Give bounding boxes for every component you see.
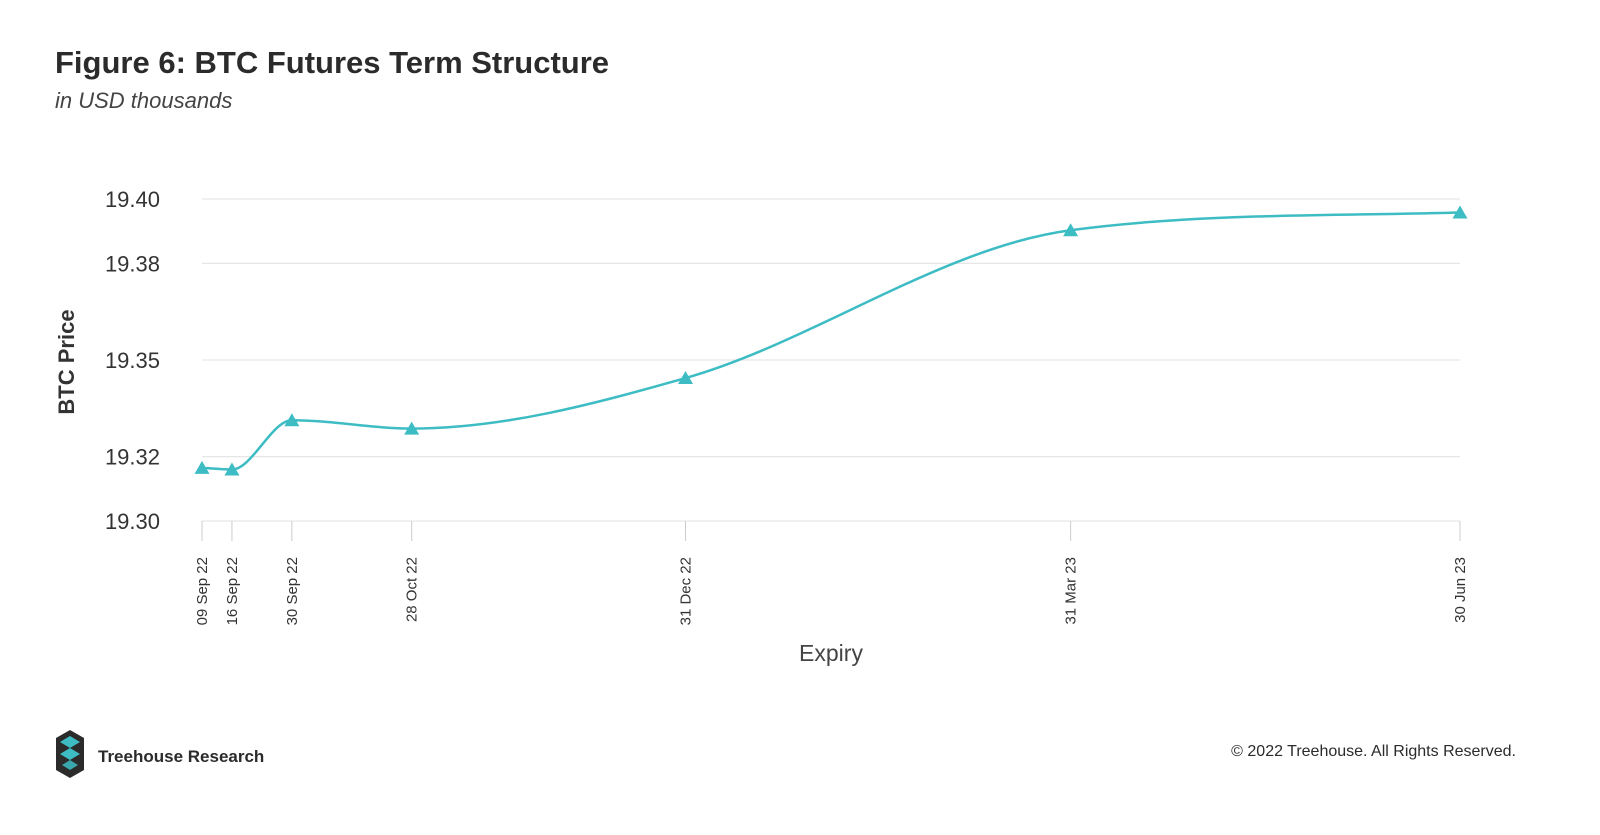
- chart-title: Figure 6: BTC Futures Term Structure: [55, 45, 610, 80]
- data-point-marker: [678, 371, 694, 385]
- treehouse-logo-icon: [54, 728, 86, 785]
- data-point-marker: [1063, 223, 1079, 237]
- x-tick-label: 16 Sep 22: [224, 557, 241, 625]
- x-tick-label: 30 Jun 23: [1452, 557, 1469, 623]
- data-point-marker: [224, 462, 240, 476]
- x-axis-ticks: 09 Sep 22 16 Sep 22 30 Sep 22 28 Oct 22 31 D…: [194, 521, 1469, 625]
- y-tick-label: 19.40: [105, 187, 160, 212]
- brand: Treehouse Research: [54, 728, 264, 785]
- y-tick-label: 19.30: [105, 509, 160, 534]
- data-point-marker: [194, 460, 210, 474]
- data-point-marker: [404, 421, 420, 435]
- y-tick-label: 19.35: [105, 348, 160, 373]
- y-tick-label: 19.38: [105, 251, 160, 276]
- grid-lines: [202, 198, 1460, 522]
- brand-name: Treehouse Research: [98, 746, 265, 766]
- data-point-marker: [1452, 205, 1468, 219]
- x-tick-label: 31 Mar 23: [1063, 557, 1080, 625]
- x-tick-label: 30 Sep 22: [284, 557, 301, 625]
- x-tick-label: 28 Oct 22: [404, 557, 421, 622]
- x-tick-label: 31 Dec 22: [678, 557, 695, 625]
- series-line: [200, 211, 1462, 471]
- data-markers: [194, 205, 1468, 476]
- chart-subtitle: in USD thousands: [55, 88, 233, 113]
- line-chart: 19.30 19.32 19.35 19.38 19.40 09 Sep 22 16 Se…: [54, 187, 1469, 666]
- y-axis-ticks: 19.30 19.32 19.35 19.38 19.40: [105, 187, 160, 534]
- copyright-notice: © 2022 Treehouse. All Rights Reserved.: [1231, 743, 1516, 760]
- y-axis-label: BTC Price: [54, 309, 79, 414]
- x-axis-label: Expiry: [799, 640, 863, 666]
- y-tick-label: 19.32: [105, 445, 160, 470]
- data-point-marker: [284, 413, 300, 427]
- x-tick-label: 09 Sep 22: [194, 557, 211, 625]
